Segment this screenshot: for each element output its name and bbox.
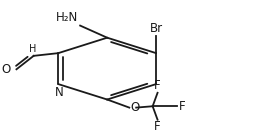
Text: O: O [131, 101, 140, 114]
Text: F: F [154, 120, 161, 133]
Text: H: H [29, 44, 36, 54]
Text: H₂N: H₂N [56, 11, 78, 24]
Text: N: N [55, 87, 64, 99]
Text: Br: Br [150, 22, 163, 35]
Text: F: F [154, 79, 161, 92]
Text: F: F [178, 100, 185, 113]
Text: O: O [2, 63, 11, 76]
